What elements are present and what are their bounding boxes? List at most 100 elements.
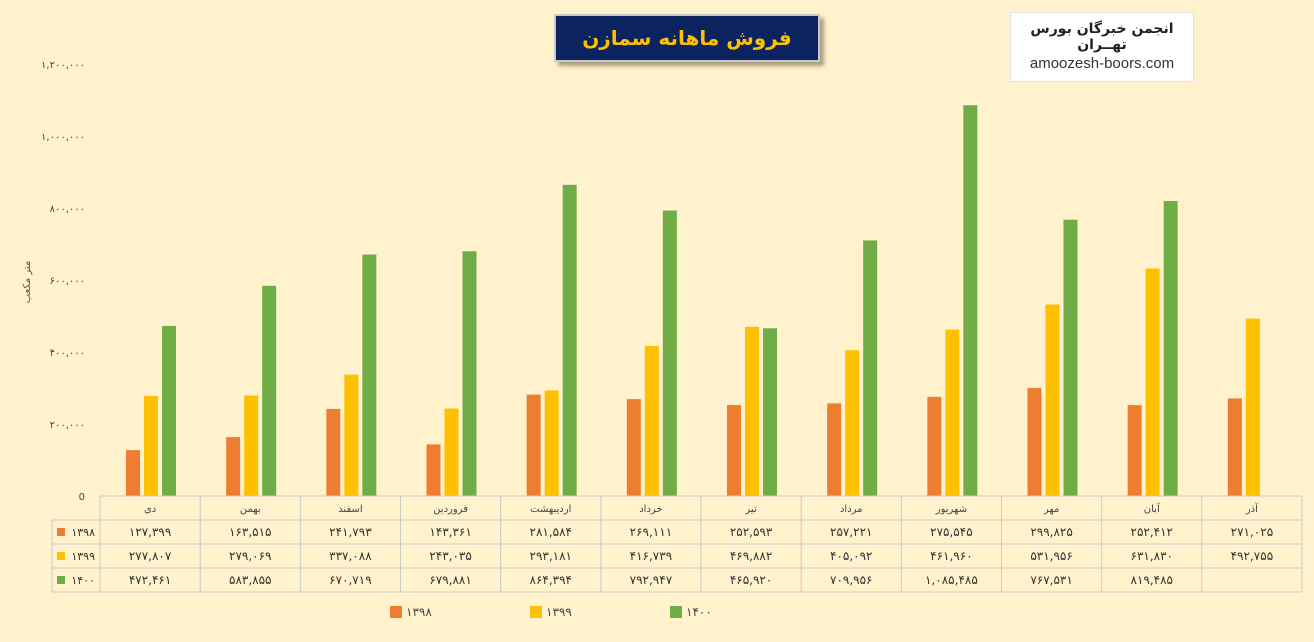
chart-title-text: فروش ماهانه سمازن xyxy=(582,26,792,50)
data-label: ۸۶۴,۳۹۴ xyxy=(530,573,573,587)
legend-label: ۱۴۰۰ xyxy=(686,605,712,619)
data-label: ۵۸۳,۸۵۵ xyxy=(229,573,272,587)
y-tick-label: ۶۰۰,۰۰۰ xyxy=(50,276,85,287)
category-label: تیر xyxy=(744,504,757,515)
bar xyxy=(362,254,377,496)
bar xyxy=(462,251,477,496)
bar xyxy=(162,325,176,496)
category-label: مهر xyxy=(1043,504,1059,515)
bar xyxy=(863,240,878,496)
table-series-name: ۱۳۹۸ xyxy=(71,526,95,539)
data-label: ۴۱۶,۷۳۹ xyxy=(630,549,673,563)
data-label: ۲۴۱,۷۹۳ xyxy=(329,525,372,539)
y-axis-label: متر مکعب xyxy=(22,261,33,304)
data-label: ۲۷۹,۰۶۹ xyxy=(229,549,272,563)
bar xyxy=(644,345,659,496)
bar xyxy=(1127,405,1142,496)
bar xyxy=(1045,304,1060,496)
data-label: ۲۷۵,۵۴۵ xyxy=(930,525,973,539)
bar xyxy=(662,210,677,497)
data-label: ۷۶۷,۵۳۱ xyxy=(1030,573,1073,587)
bar xyxy=(845,350,860,496)
bar xyxy=(745,326,759,496)
brand-name: انجمن خبرگان بورس تهــران xyxy=(1030,21,1174,53)
bar xyxy=(326,408,341,496)
category-label: خرداد xyxy=(639,504,662,515)
category-label: بهمن xyxy=(240,504,261,515)
bar xyxy=(626,399,641,496)
data-label: ۴۰۵,۰۹۲ xyxy=(830,549,873,563)
category-label: آبان xyxy=(1144,502,1161,515)
bar xyxy=(544,390,559,496)
bar xyxy=(262,285,277,496)
data-label: ۴۹۲,۷۵۵ xyxy=(1231,549,1274,563)
bar xyxy=(1145,268,1160,496)
bar xyxy=(1163,200,1178,496)
brand-box: انجمن خبرگان بورس تهــران amoozesh-boors… xyxy=(1010,12,1194,82)
data-label: ۶۳۱,۸۳۰ xyxy=(1131,549,1174,563)
bar xyxy=(727,405,741,496)
category-label: شهریور xyxy=(935,504,967,515)
table-legend-key xyxy=(57,576,65,584)
legend-swatch xyxy=(530,606,542,618)
data-label: ۸۱۹,۴۸۵ xyxy=(1131,573,1174,587)
bar xyxy=(963,105,978,496)
bar xyxy=(144,395,158,496)
data-label: ۳۳۷,۰۸۸ xyxy=(329,549,372,563)
data-label: ۴۷۲,۴۶۱ xyxy=(129,573,172,587)
data-label: ۷۰۹,۹۵۶ xyxy=(830,573,873,587)
bar xyxy=(226,437,241,496)
bar xyxy=(126,450,140,496)
bar xyxy=(426,444,441,496)
bar xyxy=(1245,318,1260,496)
y-tick-label: ۱,۲۰۰,۰۰۰ xyxy=(41,60,85,71)
data-label: ۱۶۳,۵۱۵ xyxy=(229,525,272,539)
bar xyxy=(1227,398,1242,496)
data-label: ۱۴۳,۳۶۱ xyxy=(429,525,472,539)
data-label: ۴۶۵,۹۲۰ xyxy=(730,573,773,587)
bar xyxy=(562,184,577,496)
y-tick-label: ۸۰۰,۰۰۰ xyxy=(50,204,85,215)
bar xyxy=(344,374,359,496)
data-label: ۷۹۲,۹۴۷ xyxy=(630,573,673,587)
data-label: ۲۸۱,۵۸۴ xyxy=(530,525,573,539)
data-label: ۶۷۰,۷۱۹ xyxy=(329,573,372,587)
legend-label: ۱۳۹۸ xyxy=(406,605,432,619)
legend-swatch xyxy=(670,606,682,618)
data-label: ۱,۰۸۵,۴۸۵ xyxy=(925,573,978,587)
category-label: فروردین xyxy=(433,504,468,515)
data-label: ۲۶۹,۱۱۱ xyxy=(630,525,673,539)
category-label: اسفند xyxy=(338,504,362,515)
bar xyxy=(945,329,960,496)
data-label: ۵۳۱,۹۵۶ xyxy=(1030,549,1073,563)
data-label: ۴۶۹,۸۸۲ xyxy=(730,549,773,563)
data-label: ۲۹۹,۸۲۵ xyxy=(1030,525,1073,539)
data-label: ۴۶۱,۹۶۰ xyxy=(930,549,973,563)
table-series-name: ۱۴۰۰ xyxy=(71,574,95,587)
data-label: ۲۹۳,۱۸۱ xyxy=(530,549,573,563)
y-tick-label: 0 xyxy=(79,492,85,503)
data-label: ۱۲۷,۳۹۹ xyxy=(129,525,172,539)
category-label: دی xyxy=(144,504,156,515)
table-series-name: ۱۳۹۹ xyxy=(71,550,95,563)
y-tick-label: ۱,۰۰۰,۰۰۰ xyxy=(41,132,85,143)
data-label: ۲۵۲,۴۱۲ xyxy=(1131,525,1174,539)
bar xyxy=(244,395,259,496)
bar xyxy=(1027,388,1042,496)
chart-title: فروش ماهانه سمازن xyxy=(554,14,820,62)
brand-url: amoozesh-boors.com xyxy=(1029,55,1175,72)
data-label: ۶۷۹,۸۸۱ xyxy=(429,573,472,587)
table-legend-key xyxy=(57,528,65,536)
bar xyxy=(763,328,777,496)
y-tick-label: ۴۰۰,۰۰۰ xyxy=(50,348,85,359)
y-tick-label: ۲۰۰,۰۰۰ xyxy=(50,420,85,431)
data-label: ۲۴۳,۰۳۵ xyxy=(429,549,472,563)
bar xyxy=(1063,219,1078,496)
category-label: مرداد xyxy=(840,504,863,515)
legend-label: ۱۳۹۹ xyxy=(546,605,572,619)
legend-swatch xyxy=(390,606,402,618)
data-label: ۲۵۷,۲۲۱ xyxy=(830,525,873,539)
bar xyxy=(927,396,942,496)
category-label: آذر xyxy=(1245,502,1259,515)
